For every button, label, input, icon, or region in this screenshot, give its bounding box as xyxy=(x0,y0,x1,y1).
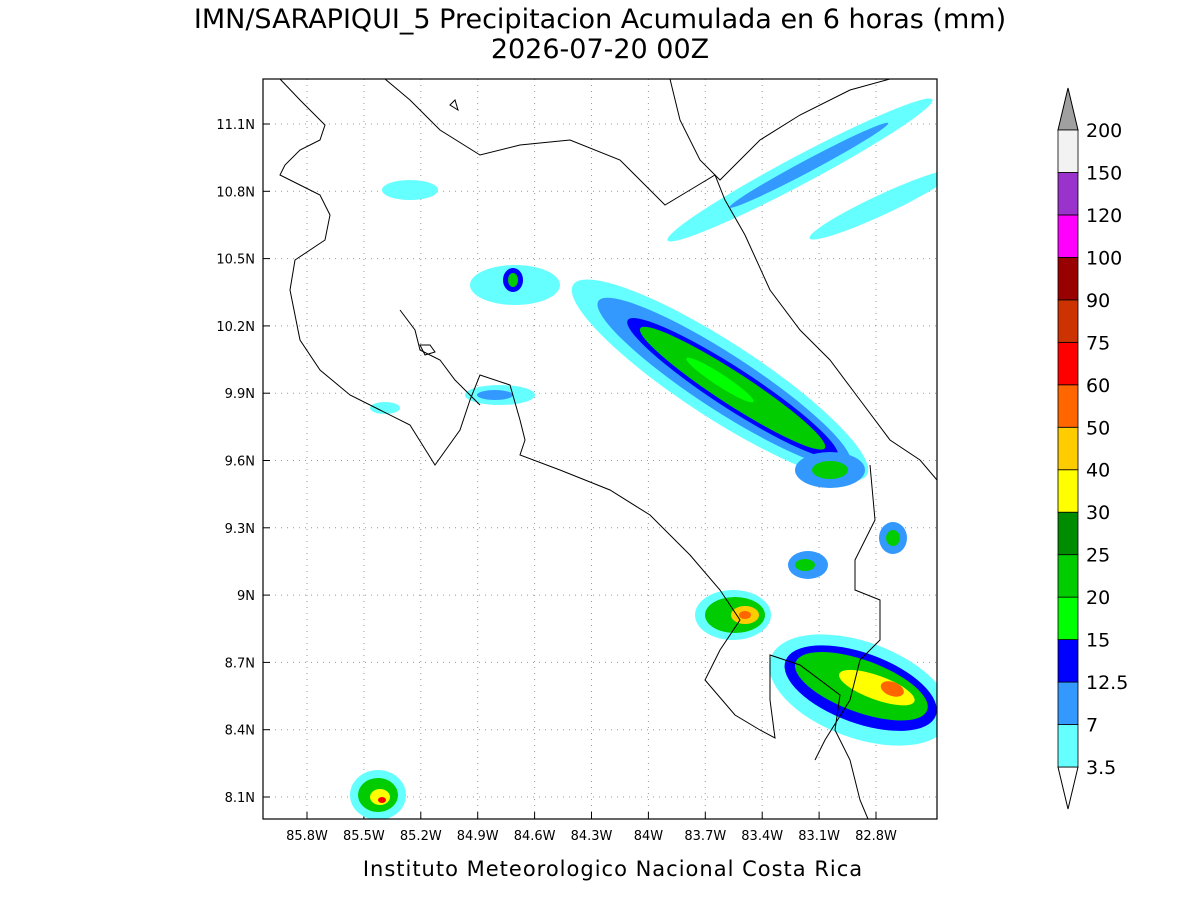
colorbar-label: 200 xyxy=(1086,120,1122,142)
lat-label: 11.1N xyxy=(216,118,255,133)
colorbar-label: 7 xyxy=(1086,715,1098,737)
lat-label: 10.8N xyxy=(216,185,255,200)
lon-label: 85.5W xyxy=(343,829,385,844)
title: IMN/SARAPIQUI_5 Precipitacion Acumulada … xyxy=(194,4,1006,35)
lat-label: 9.6N xyxy=(225,455,255,470)
colorbar-box xyxy=(1057,681,1079,725)
lat-label: 9.9N xyxy=(225,387,255,402)
colorbar-label: 90 xyxy=(1086,290,1110,312)
colorbar-label: 150 xyxy=(1086,162,1122,184)
lat-label: 8.1N xyxy=(225,791,255,806)
lon-label: 85.2W xyxy=(400,829,442,844)
colorbar-box xyxy=(1057,384,1079,428)
colorbar-label: 50 xyxy=(1086,417,1110,439)
colorbar-box xyxy=(1057,341,1079,386)
lon-label: 82.8W xyxy=(855,829,897,844)
grid xyxy=(263,79,937,819)
map-frame xyxy=(262,78,938,820)
colorbar-label: 75 xyxy=(1086,332,1110,354)
colorbar-box xyxy=(1057,554,1079,598)
colorbar-label: 30 xyxy=(1086,502,1110,524)
colorbar-box xyxy=(1057,172,1079,216)
colorbar-label: 15 xyxy=(1086,630,1110,652)
colorbar-box xyxy=(1057,129,1079,173)
footer: Instituto Meteorologico Nacional Costa R… xyxy=(363,857,863,881)
colorbar: 3.5 7 12.5 15 20 25 30 40 50 60 75 90 100 120 150 200 xyxy=(1057,87,1128,810)
colorbar-box xyxy=(1057,214,1079,258)
colorbar-over-arrow xyxy=(1057,87,1079,131)
colorbar-label: 12.5 xyxy=(1086,672,1128,694)
precip-field xyxy=(350,98,937,819)
colorbar-box xyxy=(1057,469,1079,513)
colorbar-under-arrow xyxy=(1057,766,1079,810)
colorbar-label: 40 xyxy=(1086,460,1110,482)
colorbar-label: 120 xyxy=(1086,205,1122,227)
lon-label: 85.8W xyxy=(286,829,328,844)
colorbar-box xyxy=(1057,299,1079,343)
lat-label: 8.7N xyxy=(225,656,255,671)
lon-label: 84.3W xyxy=(571,829,613,844)
colorbar-box xyxy=(1057,639,1079,683)
lon-label: 83.7W xyxy=(684,829,726,844)
colorbar-label: 3.5 xyxy=(1086,757,1116,779)
lat-label: 10.2N xyxy=(216,320,255,335)
colorbar-label: 60 xyxy=(1086,375,1110,397)
lat-label: 9.3N xyxy=(225,522,255,537)
lon-label: 83.4W xyxy=(741,829,783,844)
colorbar-label: 20 xyxy=(1086,587,1110,609)
lon-label: 83.1W xyxy=(798,829,840,844)
colorbar-box xyxy=(1057,511,1079,556)
subtitle: 2026-07-20 00Z xyxy=(491,34,709,65)
colorbar-box xyxy=(1057,724,1079,768)
colorbar-box xyxy=(1057,256,1079,301)
colorbar-box xyxy=(1057,596,1079,641)
lon-label: 84.9W xyxy=(457,829,499,844)
colorbar-label: 100 xyxy=(1086,247,1122,269)
lon-label: 84.6W xyxy=(514,829,556,844)
lon-label: 84W xyxy=(634,829,664,844)
lat-label: 10.5N xyxy=(216,253,255,268)
lat-label: 8.4N xyxy=(225,724,255,739)
colorbar-label: 25 xyxy=(1086,545,1110,567)
colorbar-box xyxy=(1057,426,1079,471)
coastlines xyxy=(279,79,937,819)
lat-label: 9N xyxy=(237,589,255,604)
